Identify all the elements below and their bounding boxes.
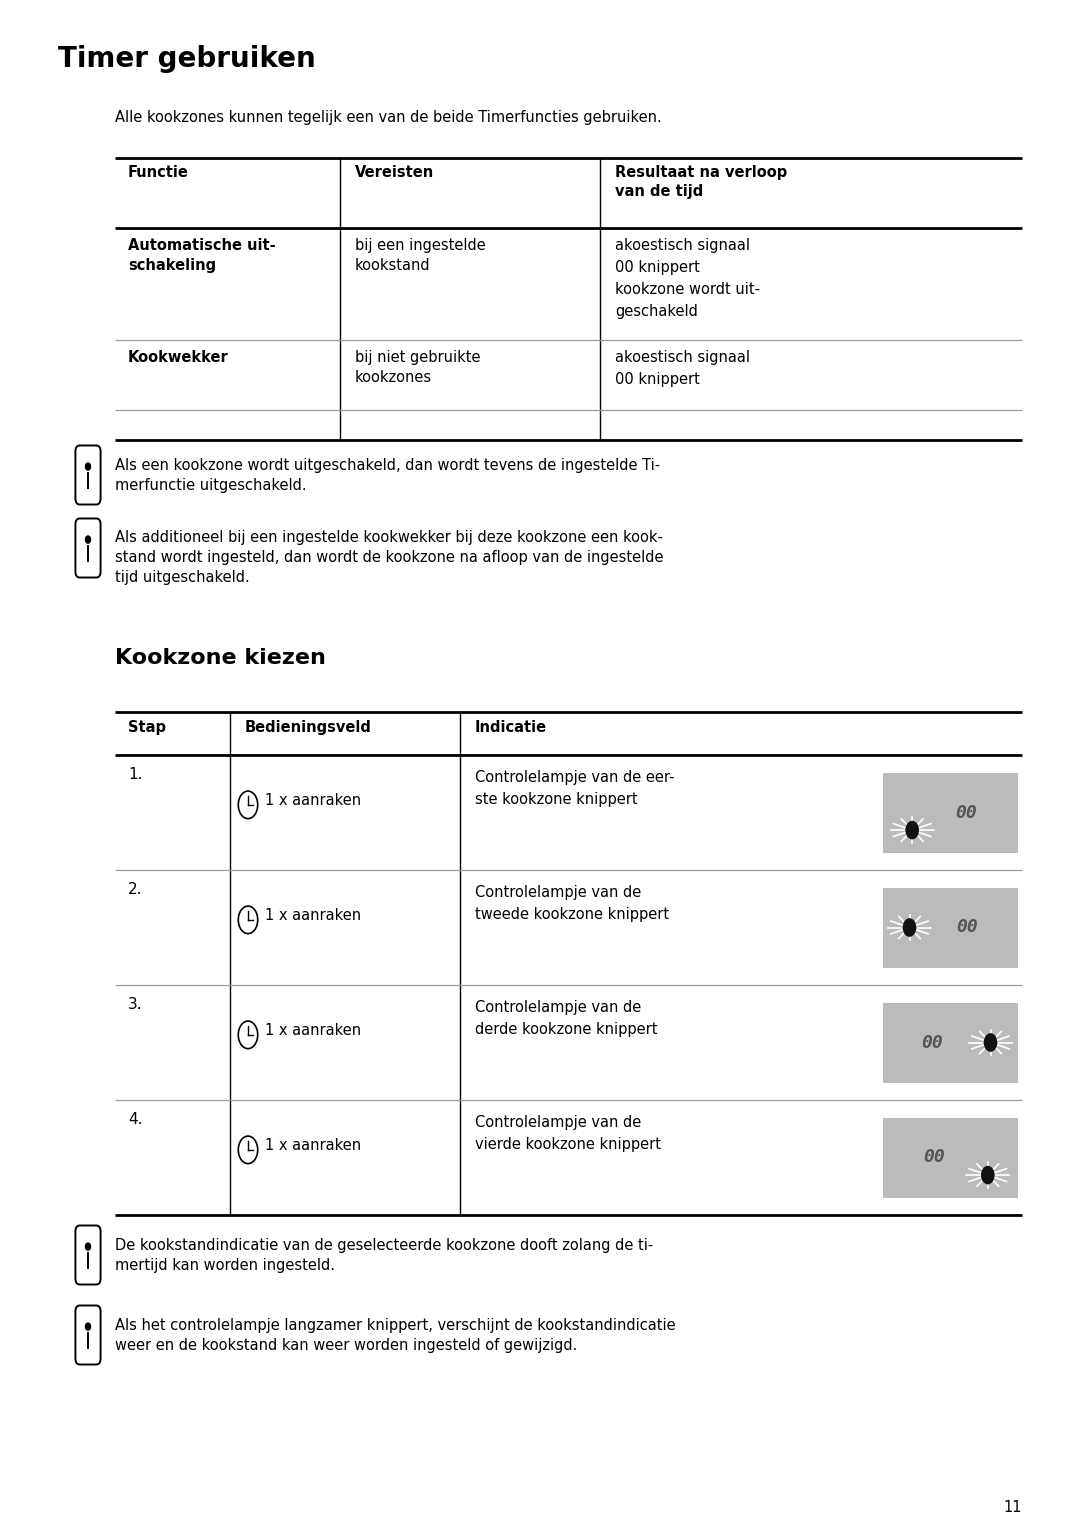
Text: Resultaat na verloop
van de tijd: Resultaat na verloop van de tijd — [615, 165, 787, 199]
Bar — [882, 1118, 1017, 1197]
Text: 11: 11 — [1003, 1500, 1022, 1515]
Text: Vereisten: Vereisten — [355, 165, 434, 180]
Circle shape — [239, 790, 258, 818]
Text: Functie: Functie — [129, 165, 189, 180]
Text: Controlelampje van de: Controlelampje van de — [475, 1000, 642, 1015]
FancyBboxPatch shape — [76, 445, 100, 505]
Text: vierde kookzone knippert: vierde kookzone knippert — [475, 1138, 661, 1151]
Circle shape — [85, 463, 91, 469]
Text: Bedieningsveld: Bedieningsveld — [245, 720, 372, 735]
Text: 1 x aanraken: 1 x aanraken — [265, 908, 361, 922]
Circle shape — [85, 1323, 91, 1330]
Circle shape — [239, 907, 258, 934]
Text: Automatische uit-
schakeling: Automatische uit- schakeling — [129, 239, 275, 272]
Circle shape — [985, 1034, 997, 1050]
Text: 00 knippert: 00 knippert — [615, 372, 700, 387]
Text: 00: 00 — [956, 804, 977, 821]
Text: 4.: 4. — [129, 1112, 143, 1127]
Text: tweede kookzone knippert: tweede kookzone knippert — [475, 907, 670, 922]
Text: Kookwekker: Kookwekker — [129, 350, 229, 365]
Circle shape — [85, 537, 91, 543]
FancyBboxPatch shape — [76, 518, 100, 578]
Text: 00: 00 — [957, 919, 978, 936]
Text: 00: 00 — [921, 1034, 943, 1052]
Text: Indicatie: Indicatie — [475, 720, 548, 735]
Text: Controlelampje van de eer-: Controlelampje van de eer- — [475, 771, 675, 784]
Text: 1 x aanraken: 1 x aanraken — [265, 1023, 361, 1038]
Circle shape — [906, 821, 918, 839]
Text: Controlelampje van de: Controlelampje van de — [475, 885, 642, 901]
Text: kookzone wordt uit-: kookzone wordt uit- — [615, 281, 760, 297]
Circle shape — [239, 1021, 258, 1049]
Text: 00 knippert: 00 knippert — [615, 260, 700, 275]
Text: Timer gebruiken: Timer gebruiken — [58, 44, 315, 73]
Text: De kookstandindicatie van de geselecteerde kookzone dooft zolang de ti-
mertijd : De kookstandindicatie van de geselecteer… — [114, 1238, 653, 1272]
Text: Kookzone kiezen: Kookzone kiezen — [114, 648, 326, 668]
Text: ste kookzone knippert: ste kookzone knippert — [475, 792, 637, 807]
FancyBboxPatch shape — [76, 1306, 100, 1364]
Circle shape — [982, 1167, 994, 1183]
Circle shape — [85, 1243, 91, 1251]
Text: 1 x aanraken: 1 x aanraken — [265, 1138, 361, 1153]
Text: Alle kookzones kunnen tegelijk een van de beide Timerfuncties gebruiken.: Alle kookzones kunnen tegelijk een van d… — [114, 110, 662, 125]
Text: bij niet gebruikte
kookzones: bij niet gebruikte kookzones — [355, 350, 481, 385]
Bar — [882, 1003, 1017, 1083]
Text: akoestisch signaal: akoestisch signaal — [615, 239, 750, 252]
Text: 2.: 2. — [129, 882, 143, 898]
Text: 1.: 1. — [129, 768, 143, 781]
Bar — [882, 772, 1017, 853]
Bar — [882, 887, 1017, 968]
Text: 1 x aanraken: 1 x aanraken — [265, 792, 361, 807]
Text: Controlelampje van de: Controlelampje van de — [475, 1115, 642, 1130]
Circle shape — [239, 1136, 258, 1164]
FancyBboxPatch shape — [76, 1225, 100, 1284]
Text: 3.: 3. — [129, 997, 143, 1012]
Text: Als een kookzone wordt uitgeschakeld, dan wordt tevens de ingestelde Ti-
merfunc: Als een kookzone wordt uitgeschakeld, da… — [114, 459, 660, 492]
Text: derde kookzone knippert: derde kookzone knippert — [475, 1021, 658, 1037]
Text: bij een ingestelde
kookstand: bij een ingestelde kookstand — [355, 239, 486, 272]
Text: akoestisch signaal: akoestisch signaal — [615, 350, 750, 365]
Text: geschakeld: geschakeld — [615, 304, 698, 320]
Text: Als additioneel bij een ingestelde kookwekker bij deze kookzone een kook-
stand : Als additioneel bij een ingestelde kookw… — [114, 531, 663, 584]
Text: 00: 00 — [923, 1148, 945, 1167]
Text: Stap: Stap — [129, 720, 166, 735]
Circle shape — [904, 919, 916, 936]
Text: Als het controlelampje langzamer knippert, verschijnt de kookstandindicatie
weer: Als het controlelampje langzamer knipper… — [114, 1318, 676, 1353]
